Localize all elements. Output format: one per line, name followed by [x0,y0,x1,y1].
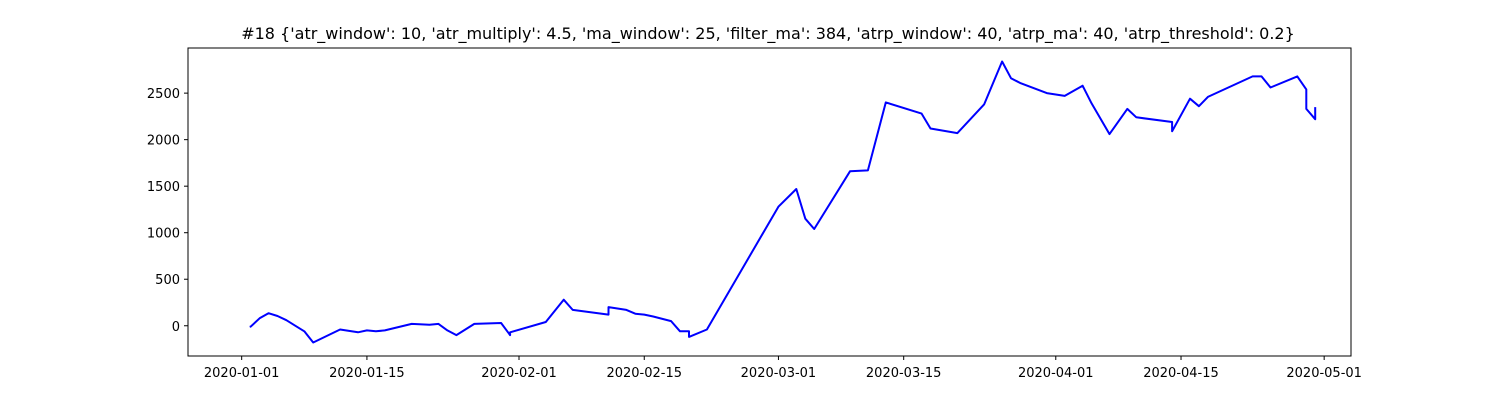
y-tick-label: 1500 [147,180,180,195]
y-tick-label: 2000 [147,134,180,149]
y-tick-label: 500 [155,273,180,288]
y-tick-label: 1000 [147,227,180,242]
x-tick-label: 2020-03-15 [866,366,942,381]
y-tick-label: 0 [172,320,180,335]
x-axis: 2020-01-01 2020-01-15 2020-02-01 2020-02-15… [204,356,1362,381]
y-axis: 0 500 1000 1500 2000 2500 [147,87,188,335]
y-tick-label: 2500 [147,87,180,102]
x-tick-label: 2020-01-01 [204,366,280,381]
x-tick-label: 2020-02-15 [606,366,682,381]
series-line [249,60,1317,344]
x-tick-label: 2020-01-15 [329,366,405,381]
plot-frame [187,47,1352,357]
chart-title: #18 {'atr_window': 10, 'atr_multiply': 4… [241,24,1295,44]
x-tick-label: 2020-03-01 [741,366,817,381]
x-tick-label: 2020-05-01 [1286,366,1362,381]
x-tick-label: 2020-02-01 [481,366,557,381]
x-tick-label: 2020-04-01 [1018,366,1094,381]
x-tick-label: 2020-04-15 [1143,366,1219,381]
